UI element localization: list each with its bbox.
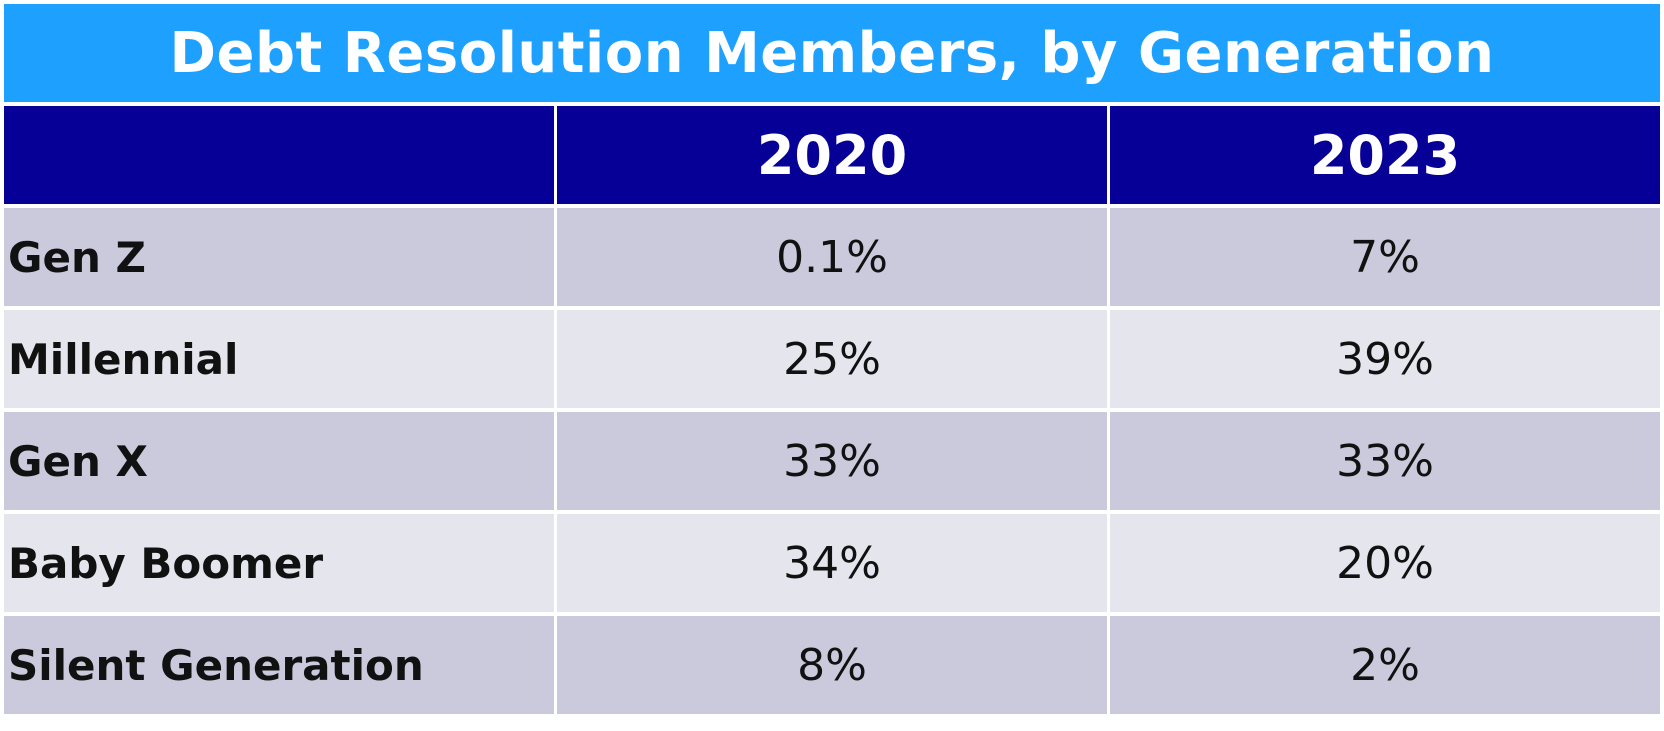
row-label-millennial: Millennial [4, 310, 554, 408]
row-label-gen-x: Gen X [4, 412, 554, 510]
cell-gen-x-2023: 33% [1110, 412, 1660, 510]
cell-gen-z-2020: 0.1% [557, 208, 1107, 306]
generation-table: Debt Resolution Members, by Generation 2… [4, 4, 1660, 727]
cell-millennial-2020: 25% [557, 310, 1107, 408]
header-empty-cell [4, 106, 554, 204]
header-year-2020: 2020 [557, 106, 1107, 204]
cell-gen-x-2020: 33% [557, 412, 1107, 510]
cell-baby-boomer-2023: 20% [1110, 514, 1660, 612]
cell-gen-z-2023: 7% [1110, 208, 1660, 306]
cell-millennial-2023: 39% [1110, 310, 1660, 408]
table-title: Debt Resolution Members, by Generation [4, 4, 1660, 102]
header-year-2023: 2023 [1110, 106, 1660, 204]
row-label-gen-z: Gen Z [4, 208, 554, 306]
cell-silent-generation-2023: 2% [1110, 616, 1660, 714]
row-label-baby-boomer: Baby Boomer [4, 514, 554, 612]
cell-silent-generation-2020: 8% [557, 616, 1107, 714]
cell-baby-boomer-2020: 34% [557, 514, 1107, 612]
row-label-silent-generation: Silent Generation [4, 616, 554, 714]
